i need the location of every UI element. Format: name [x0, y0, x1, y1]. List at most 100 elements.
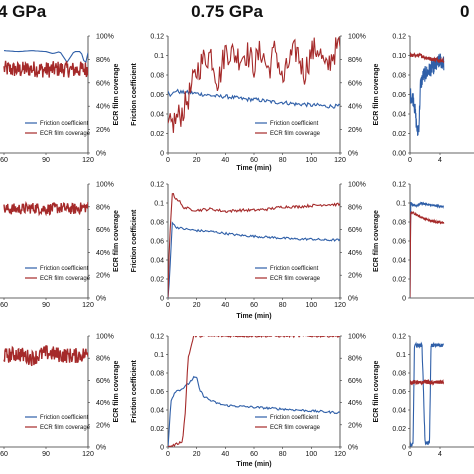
y-tick-label: 0.06	[392, 92, 406, 99]
x-axis-title: Time (min)	[236, 165, 271, 172]
header-third-column: 0	[460, 2, 469, 21]
series-line-friction-coefficient	[410, 341, 444, 447]
legend-label: ECR film coverage	[270, 425, 321, 431]
y2-axis-title: ECR film coverage	[373, 360, 380, 422]
x-tick-label: 120	[82, 451, 94, 458]
series-line-friction-coefficient	[410, 201, 444, 298]
x-tick-label: 90	[42, 302, 50, 309]
y2-axis-title: ECR film coverage	[373, 210, 380, 272]
y-tick-label: 0.12	[392, 334, 406, 341]
legend-label: ECR film coverage	[270, 131, 321, 137]
y-tick-label: 0.08	[392, 73, 406, 80]
y2-tick-label: 80%	[96, 356, 110, 363]
series-line-ecr-film-coverage	[3, 201, 88, 217]
y-tick-label: 0	[160, 151, 164, 158]
chart-panel-r2-c2: 0 4 0 0.02 0.04 0.06 0.08 0.1 0.12	[392, 334, 474, 458]
x-tick-label: 0	[166, 451, 170, 458]
series-line-friction-coefficient	[168, 88, 340, 109]
y-tick-label: 0.04	[392, 408, 406, 415]
x-tick-label: 20	[193, 302, 201, 309]
chart-panel-r1-c1: 0 20 40 60 80 100 120 Time (min) 0 0.02 0.04 0.06 0.…	[131, 182, 380, 321]
y2-tick-label: 60%	[348, 227, 362, 234]
header-4-gpa: 4 GPa	[0, 2, 47, 21]
y2-axis-title: ECR film coverage	[113, 360, 120, 422]
y-tick-label: 0.02	[392, 131, 406, 138]
y2-tick-label: 20%	[96, 273, 110, 280]
y-tick-label: 0.02	[392, 277, 406, 284]
y-tick-label: 0	[160, 296, 164, 303]
legend-label: Friction coefficient	[40, 266, 89, 272]
y-tick-label: 0.08	[150, 73, 164, 80]
x-tick-label: 60	[0, 157, 8, 164]
y2-tick-label: 100%	[348, 182, 366, 189]
y-tick-label: 0.04	[150, 408, 164, 415]
y2-tick-label: 20%	[348, 273, 362, 280]
y2-tick-label: 60%	[348, 80, 362, 87]
y2-tick-label: 40%	[348, 104, 362, 111]
y2-tick-label: 80%	[348, 356, 362, 363]
legend-label: Friction coefficient	[270, 266, 319, 272]
chart-panel-r0-c2: 0 4 0.00 0.02 0.04 0.06 0.08 0.10 0.12	[392, 34, 474, 164]
y-tick-label: 0.12	[392, 34, 406, 41]
y2-tick-label: 0%	[96, 445, 106, 452]
y2-tick-label: 60%	[96, 378, 110, 385]
y2-tick-label: 100%	[96, 34, 114, 41]
chart-panel-r2-c1: 0 20 40 60 80 100 120 Time (min) 0 0.02 0.04 0.06 0.…	[131, 334, 380, 469]
y-tick-label: 0.1	[154, 53, 164, 60]
y-tick-label: 0.08	[392, 371, 406, 378]
x-tick-label: 40	[221, 302, 229, 309]
x-tick-label: 60	[0, 302, 8, 309]
x-tick-label: 120	[334, 302, 346, 309]
y2-tick-label: 40%	[96, 250, 110, 257]
y2-tick-label: 60%	[348, 378, 362, 385]
y-axis-title: Friction coefficient	[131, 209, 138, 272]
y2-tick-label: 100%	[348, 334, 366, 341]
series-line-ecr-film-coverage	[3, 345, 88, 367]
y-tick-label: 0.12	[150, 334, 164, 341]
series-line-ecr-film-coverage	[410, 51, 445, 64]
y-tick-label: 0.1	[396, 201, 406, 208]
y-tick-label: 0.12	[150, 182, 164, 189]
y-tick-label: 0.06	[150, 92, 164, 99]
y-tick-label: 0.02	[150, 131, 164, 138]
y2-tick-label: 20%	[348, 127, 362, 134]
y-tick-label: 0.1	[154, 352, 164, 359]
y2-tick-label: 100%	[348, 34, 366, 41]
x-tick-label: 20	[193, 157, 201, 164]
y-tick-label: 0.06	[150, 239, 164, 246]
y-axis-title: Friction coefficient	[131, 63, 138, 126]
x-tick-label: 0	[166, 157, 170, 164]
legend-label: Friction coefficient	[40, 121, 89, 127]
series-line-friction-coefficient	[168, 375, 340, 447]
x-tick-label: 20	[193, 451, 201, 458]
x-tick-label: 4	[438, 451, 442, 458]
legend-label: ECR film coverage	[40, 425, 91, 431]
y-tick-label: 0.06	[150, 389, 164, 396]
x-tick-label: 100	[305, 451, 317, 458]
y2-tick-label: 20%	[96, 127, 110, 134]
y2-tick-label: 40%	[96, 104, 110, 111]
y-tick-label: 0.04	[392, 258, 406, 265]
y2-tick-label: 40%	[348, 250, 362, 257]
y-tick-label: 0.04	[150, 112, 164, 119]
y-tick-label: 0.00	[392, 151, 406, 158]
x-tick-label: 60	[250, 157, 258, 164]
y-tick-label: 0.06	[392, 239, 406, 246]
y2-tick-label: 60%	[96, 227, 110, 234]
legend-label: ECR film coverage	[40, 276, 91, 282]
y-tick-label: 0.12	[392, 182, 406, 189]
y-tick-label: 0.1	[396, 352, 406, 359]
x-tick-label: 120	[82, 157, 94, 164]
y-tick-label: 0.1	[154, 201, 164, 208]
series-line-ecr-film-coverage	[410, 210, 445, 298]
series-line-ecr-film-coverage	[168, 336, 340, 447]
x-tick-label: 60	[250, 302, 258, 309]
y2-tick-label: 0%	[96, 151, 106, 158]
y-tick-label: 0.02	[150, 277, 164, 284]
y2-tick-label: 80%	[348, 57, 362, 64]
y-tick-label: 0.10	[392, 53, 406, 60]
x-tick-label: 90	[42, 451, 50, 458]
y2-axis-title: ECR film coverage	[113, 210, 120, 272]
